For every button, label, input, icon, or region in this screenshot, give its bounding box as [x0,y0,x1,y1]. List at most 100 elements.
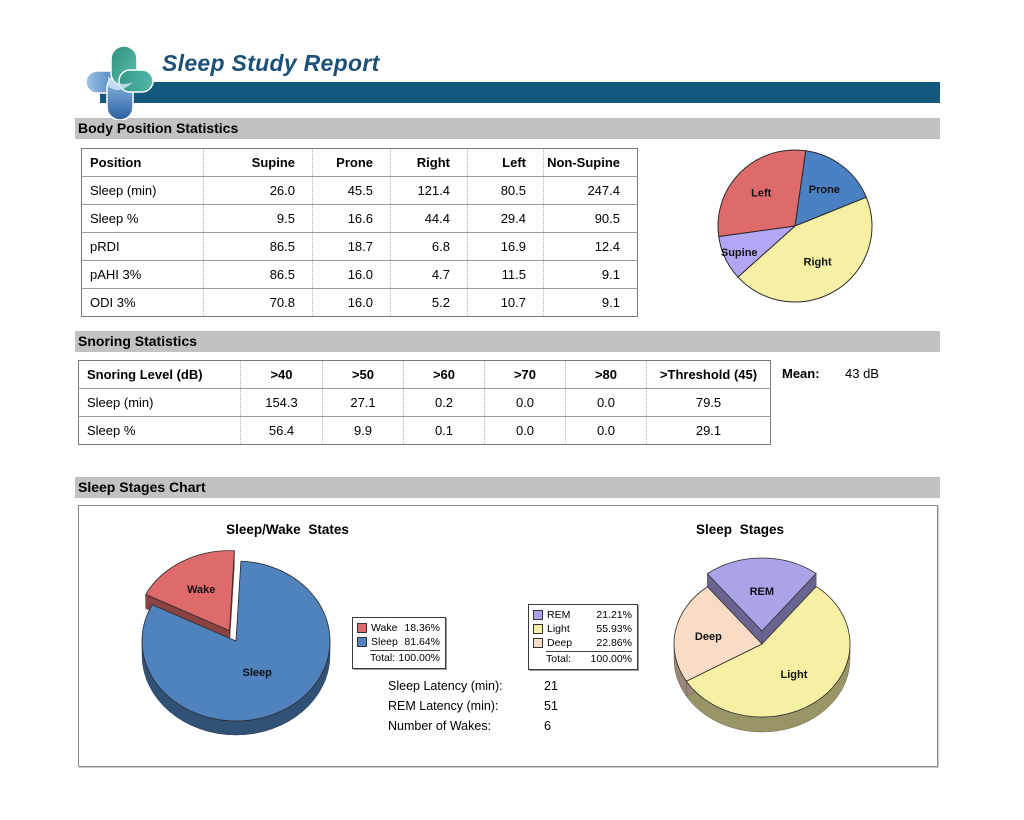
table-cell: 86.5 [203,260,313,289]
legend-swatch [357,637,367,647]
pie-label-deep: Deep [695,631,722,643]
table-cell: 121.4 [390,176,468,205]
pie-label-supine: Supine [721,247,758,259]
table-cell: 79.5 [646,388,771,417]
stat-row: Sleep Latency (min): 21 [388,676,628,696]
legend-item: Wake 18.36% [357,621,440,635]
pie-slice-right [737,196,873,303]
row-label: Sleep % [90,211,139,226]
table-cell: 0.2 [403,388,485,417]
pie-label-right: Right [804,256,832,268]
sleep-stages-pie-chart: Light Deep REM [673,557,851,733]
sleep-wake-pie-chart: Sleep Wake [141,550,331,736]
column-header: >60 [403,360,485,389]
pie-slice-left [717,149,807,238]
pie-label-light: Light [781,669,808,681]
section-heading-snoring: Snoring Statistics [75,331,940,352]
table-row: Sleep (min) 154.3 27.1 0.2 0.0 0.0 79.5 [78,388,771,417]
legend-item: Sleep 81.64% [357,635,440,649]
snoring-table: Snoring Level (dB) >40 >50 >60 >70 >80 >Thresh… [78,360,771,445]
table-row: ODI 3% 70.8 16.0 5.2 10.7 9.1 [81,288,638,317]
pie-slice-deep [673,586,763,682]
table-cell: 16.9 [467,232,544,261]
snoring-mean-label: Mean: [782,366,820,381]
table-cell: 247.4 [543,176,638,205]
column-header: >70 [484,360,566,389]
table-cell: 18.7 [312,232,391,261]
row-label: pAHI 3% [90,267,142,282]
column-header: >50 [322,360,404,389]
table-cell: 0.0 [565,416,647,445]
column-header: >80 [565,360,647,389]
legend-swatch [533,624,543,634]
table-cell: 9.1 [543,288,638,317]
table-row: Sleep (min) 26.0 45.5 121.4 80.5 247.4 [81,176,638,205]
legend-item: Light 55.93% [533,622,632,636]
column-header: Non-Supine [543,148,638,177]
table-row: pAHI 3% 86.5 16.0 4.7 11.5 9.1 [81,260,638,289]
table-cell: 16.6 [312,204,391,233]
table-cell: 0.0 [565,388,647,417]
pie-label-rem: REM [750,586,774,598]
sleep-wake-chart-title: Sleep/Wake States [226,522,349,537]
table-cell: 5.2 [390,288,468,317]
row-label: ODI 3% [90,295,136,310]
legend-swatch [357,623,367,633]
legend-swatch [533,638,543,648]
legend-label: Sleep [371,636,398,648]
table-row: Sleep % 9.5 16.6 44.4 29.4 90.5 [81,204,638,233]
column-header: Position [90,155,142,170]
table-cell: 11.5 [467,260,544,289]
table-cell: 9.5 [203,204,313,233]
legend-item: REM 21.21% [533,608,632,622]
column-header: Prone [312,148,391,177]
legend-item: Deep 22.86% [533,636,632,650]
table-row: pRDI 86.5 18.7 6.8 16.9 12.4 [81,232,638,261]
column-header: Snoring Level (dB) [87,367,203,382]
stat-label: Sleep Latency (min): [388,679,503,693]
table-cell: 70.8 [203,288,313,317]
sleep-latency-stats: Sleep Latency (min): 21 REM Latency (min):… [388,676,628,736]
table-cell: 10.7 [467,288,544,317]
table-cell: 154.3 [240,388,323,417]
pie-slice-rem [706,557,817,632]
table-cell: 4.7 [390,260,468,289]
row-label: Sleep (min) [87,395,154,410]
stat-value: 6 [544,719,551,733]
table-cell: 0.0 [484,416,566,445]
table-cell: 0.1 [403,416,485,445]
column-header: >40 [240,360,323,389]
sleep-wake-legend: Wake 18.36% Sleep 81.64% Total: 100.00% [352,617,446,669]
legend-swatch [533,610,543,620]
table-cell: 26.0 [203,176,313,205]
table-cell: 6.8 [390,232,468,261]
snoring-mean-value: 43 dB [845,366,879,381]
page-title: Sleep Study Report [162,50,380,76]
pie-label-wake: Wake [187,584,215,596]
clinic-logo-icon [85,46,154,120]
table-cell: 29.4 [467,204,544,233]
pie-slice-wake [145,550,235,632]
column-header: >Threshold (45) [646,360,771,389]
pie-slice-prone [794,150,867,227]
table-cell: 45.5 [312,176,391,205]
legend-label: REM [547,609,571,621]
legend-label: Light [547,623,570,635]
sleep-stages-chart-title: Sleep Stages [695,522,785,537]
header-accent-bar [100,82,940,103]
stat-row: REM Latency (min): 51 [388,696,628,716]
section-heading-sleep-stages: Sleep Stages Chart [75,477,940,498]
sleep-stages-legend: REM 21.21% Light 55.93% Deep 22.86% Total: 100.… [528,604,638,670]
table-cell: 9.9 [322,416,404,445]
legend-total: Total: 100.00% [546,651,632,665]
legend-percent: 22.86% [596,637,632,649]
legend-percent: 21.21% [596,609,632,621]
legend-percent: 18.36% [404,622,440,634]
pie-slice-light [685,585,851,718]
column-header: Supine [203,148,313,177]
table-row: Sleep % 56.4 9.9 0.1 0.0 0.0 29.1 [78,416,771,445]
pie-label-left: Left [751,188,772,200]
column-header: Right [390,148,468,177]
legend-label: Deep [547,637,573,649]
